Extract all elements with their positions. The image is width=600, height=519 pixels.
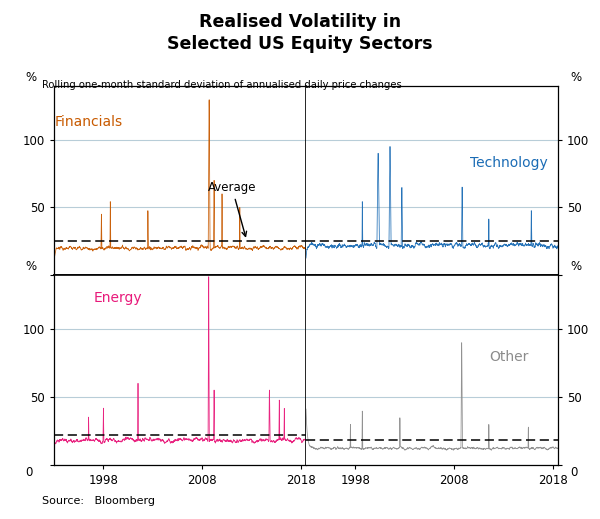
Text: Technology: Technology [470, 156, 547, 170]
Text: Other: Other [489, 350, 528, 364]
Text: %: % [25, 260, 36, 273]
Text: Rolling one-month standard deviation of annualised daily price changes: Rolling one-month standard deviation of … [42, 80, 402, 90]
Text: Source:   Bloomberg: Source: Bloomberg [42, 496, 155, 506]
Text: 0: 0 [571, 467, 578, 480]
Text: Average: Average [208, 181, 256, 236]
Text: %: % [571, 260, 582, 273]
Text: Financials: Financials [55, 115, 122, 129]
Text: 0: 0 [25, 467, 32, 480]
Text: Realised Volatility in
Selected US Equity Sectors: Realised Volatility in Selected US Equit… [167, 13, 433, 53]
Text: %: % [25, 71, 36, 84]
Text: %: % [571, 71, 582, 84]
Text: Energy: Energy [94, 291, 143, 305]
